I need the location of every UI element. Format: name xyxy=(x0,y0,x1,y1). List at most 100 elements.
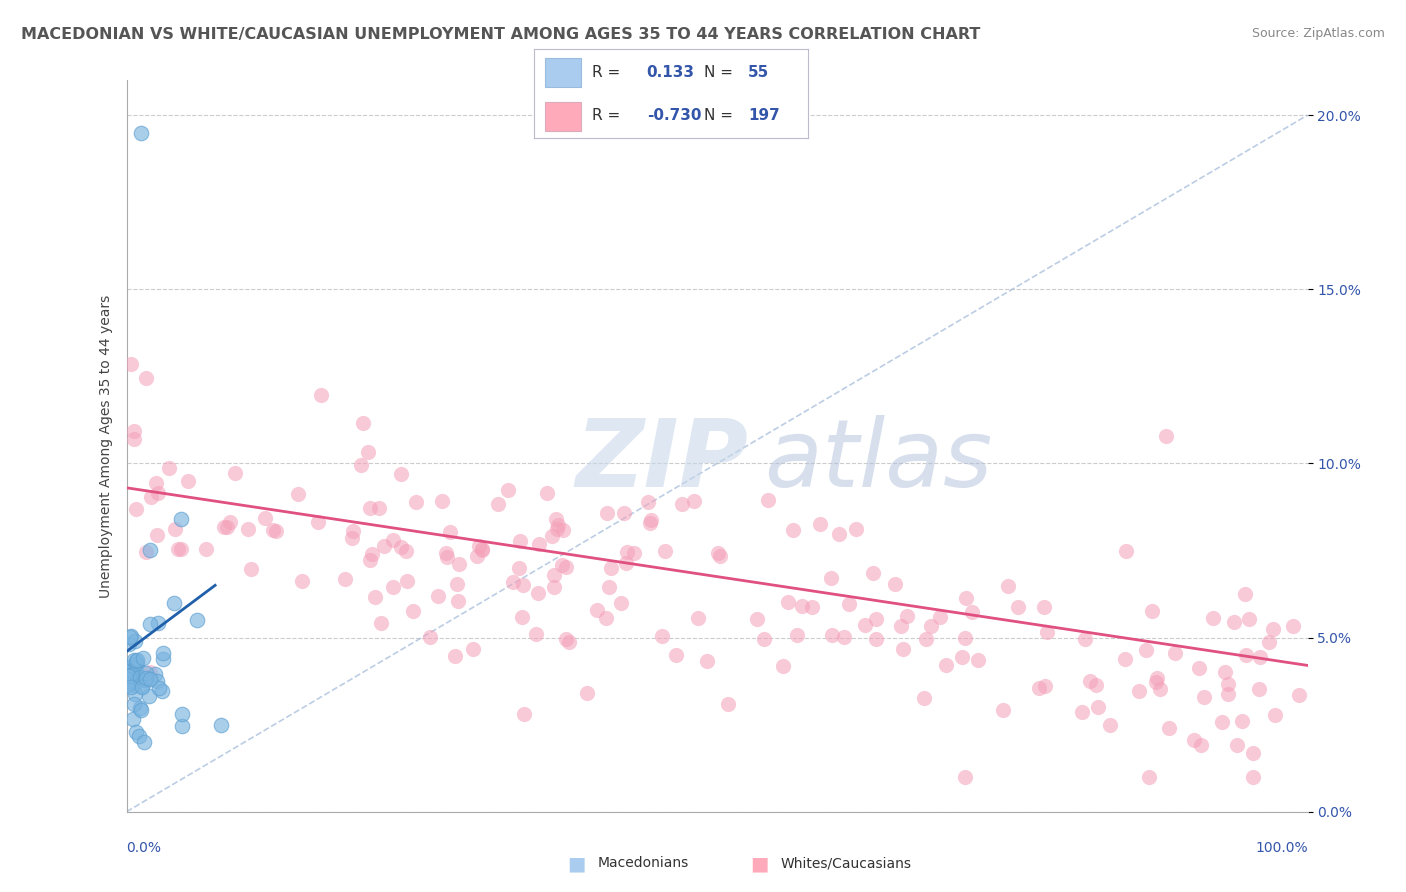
Point xyxy=(152,651,174,665)
Point xyxy=(575,686,598,700)
Text: 0.133: 0.133 xyxy=(647,65,695,79)
Point xyxy=(224,467,246,481)
Point xyxy=(389,541,412,555)
Point xyxy=(364,590,387,604)
Point xyxy=(129,703,152,717)
Point xyxy=(215,520,238,534)
Text: Source: ZipAtlas.com: Source: ZipAtlas.com xyxy=(1251,27,1385,40)
Point xyxy=(991,703,1014,717)
Point xyxy=(637,495,659,509)
Point xyxy=(262,523,284,537)
Point xyxy=(997,579,1019,593)
Point xyxy=(754,632,776,647)
Text: Macedonians: Macedonians xyxy=(598,856,689,871)
Point xyxy=(512,577,534,591)
Point xyxy=(776,595,799,609)
Point xyxy=(122,698,145,712)
Point xyxy=(118,668,141,682)
Point xyxy=(1074,632,1097,646)
Point xyxy=(1157,721,1180,735)
Point xyxy=(893,641,915,656)
Text: 100.0%: 100.0% xyxy=(1256,841,1308,855)
Point xyxy=(287,486,309,500)
Point xyxy=(509,533,531,548)
Point xyxy=(359,500,381,515)
Point xyxy=(125,654,148,668)
Point xyxy=(557,635,579,649)
Point xyxy=(586,602,609,616)
Point xyxy=(145,475,167,490)
Point xyxy=(139,490,162,504)
Point xyxy=(212,519,235,533)
Point xyxy=(352,416,374,430)
Point xyxy=(616,545,638,559)
Point xyxy=(170,512,193,526)
Point xyxy=(1263,622,1285,636)
Point xyxy=(821,628,844,642)
Point xyxy=(683,494,706,508)
Point xyxy=(967,653,990,667)
Point xyxy=(395,574,418,589)
Point xyxy=(405,495,427,509)
Point xyxy=(665,648,688,662)
Point xyxy=(266,524,288,538)
Point xyxy=(370,616,392,631)
Point xyxy=(447,594,470,608)
Point xyxy=(1144,675,1167,690)
Point xyxy=(125,724,148,739)
Point xyxy=(1247,681,1270,696)
Point xyxy=(1234,586,1257,600)
Point xyxy=(1237,612,1260,626)
Point xyxy=(1087,699,1109,714)
Point xyxy=(120,629,142,643)
Point xyxy=(1226,738,1249,752)
Point xyxy=(118,637,141,651)
Point xyxy=(138,689,160,703)
Point xyxy=(950,650,973,665)
Point xyxy=(1202,610,1225,624)
Point xyxy=(513,707,536,722)
Point xyxy=(129,126,152,140)
Point xyxy=(143,667,166,681)
Point xyxy=(146,674,169,689)
Point xyxy=(838,597,860,611)
Point xyxy=(654,543,676,558)
Point xyxy=(359,553,381,567)
Point xyxy=(122,432,145,446)
Point xyxy=(1249,649,1271,664)
Point xyxy=(132,651,155,665)
Text: N =: N = xyxy=(704,109,734,123)
Point xyxy=(686,611,709,625)
Point xyxy=(163,596,186,610)
Point xyxy=(598,580,620,594)
Point xyxy=(135,545,157,559)
Point xyxy=(124,501,146,516)
Text: Whites/Caucasians: Whites/Caucasians xyxy=(780,856,911,871)
Point xyxy=(1114,651,1136,665)
Point xyxy=(1216,687,1239,701)
Point xyxy=(1140,604,1163,618)
Point xyxy=(177,474,200,488)
Point xyxy=(124,687,146,701)
Point xyxy=(240,562,263,576)
Point xyxy=(446,576,468,591)
Point xyxy=(120,357,142,371)
Point xyxy=(1084,678,1107,692)
Bar xyxy=(546,102,581,131)
Point xyxy=(671,497,693,511)
Point xyxy=(127,657,149,671)
Point xyxy=(510,610,533,624)
Point xyxy=(786,627,808,641)
Point xyxy=(120,667,142,681)
Point xyxy=(166,542,188,557)
Point xyxy=(381,533,404,547)
Point xyxy=(434,546,457,560)
Point xyxy=(148,681,170,695)
Point xyxy=(529,537,551,551)
Point xyxy=(350,458,373,472)
Point xyxy=(960,605,983,619)
Point xyxy=(953,631,976,645)
Point xyxy=(172,719,194,733)
Point xyxy=(118,630,141,644)
Point xyxy=(543,580,565,594)
